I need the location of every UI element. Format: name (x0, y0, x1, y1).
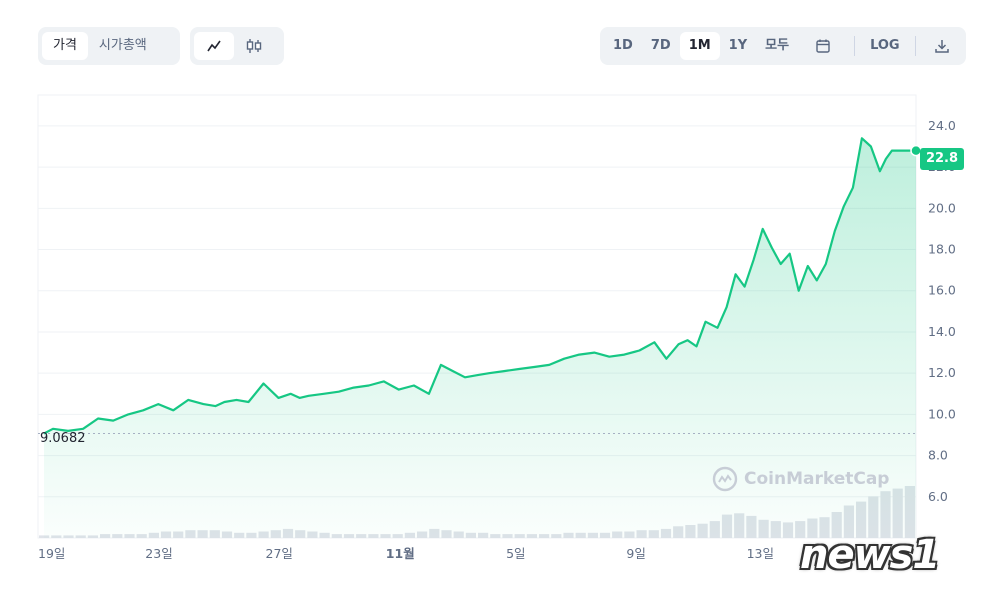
price-area-fill (44, 138, 916, 539)
range-all[interactable]: 모두 (765, 38, 790, 53)
coinmarketcap-watermark: CoinMarketCap (712, 466, 889, 492)
chart-type-toggle (190, 27, 284, 65)
divider (854, 36, 856, 56)
y-tick-label: 18.0 (928, 242, 956, 257)
x-tick-label: 13일 (747, 546, 774, 561)
range-1d[interactable]: 1D (613, 38, 633, 53)
x-tick-label: 5일 (506, 546, 525, 561)
range-1m[interactable]: 1M (679, 32, 720, 60)
x-tick-label: 11월 (386, 546, 415, 561)
y-tick-label: 20.0 (928, 200, 956, 215)
y-tick-label: 8.0 (928, 448, 948, 463)
x-tick-label: 27일 (266, 546, 293, 561)
tab-price[interactable]: 가격 (42, 32, 88, 60)
range-1y[interactable]: 1Y (728, 38, 748, 53)
price-line-layer (38, 137, 922, 435)
coinmarketcap-logo-icon (712, 466, 738, 492)
price-type-tabs: 가격 시가총액 (38, 27, 180, 65)
time-range-selector: 1D 7D 1M 1Y 모두 LOG (600, 27, 966, 65)
price-area (44, 138, 916, 539)
y-tick-label: 12.0 (928, 365, 956, 380)
candlestick-icon[interactable] (234, 32, 274, 60)
start-value-label: 9.0682 (40, 431, 86, 446)
divider (914, 36, 916, 56)
y-tick-label: 24.0 (928, 118, 956, 133)
log-scale-button[interactable]: LOG (870, 38, 900, 53)
x-axis-ticks: 19일 23일 27일 11월 5일 9일 13일 (38, 546, 774, 561)
news1-logo: news1 (800, 532, 940, 578)
download-icon[interactable] (922, 32, 962, 60)
range-7d[interactable]: 7D (650, 38, 671, 53)
y-tick-label: 14.0 (928, 324, 956, 339)
y-axis-ticks: 24.022.020.018.016.014.012.010.08.06.0 (928, 118, 956, 504)
x-tick-label: 19일 (38, 546, 65, 561)
calendar-icon[interactable] (798, 32, 848, 60)
price-line (43, 137, 916, 435)
line-chart-icon[interactable] (194, 32, 234, 60)
watermark-text: CoinMarketCap (744, 469, 890, 489)
y-tick-label: 10.0 (928, 406, 956, 421)
last-price-badge: 22.8 (920, 148, 964, 170)
tab-market-cap[interactable]: 시가총액 (98, 38, 147, 53)
x-tick-label: 23일 (145, 546, 172, 561)
y-tick-label: 6.0 (928, 489, 948, 504)
x-tick-label: 9일 (626, 546, 645, 561)
y-tick-label: 16.0 (928, 283, 956, 298)
